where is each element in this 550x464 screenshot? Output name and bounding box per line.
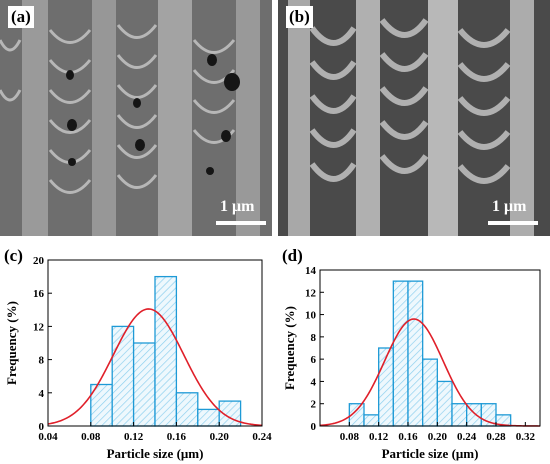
scale-bar-b	[488, 221, 538, 225]
histogram-bar	[436, 380, 453, 427]
y-tick-label: 4	[39, 388, 45, 400]
x-tick-label: 0.08	[81, 431, 101, 443]
scale-bar-a	[216, 221, 266, 225]
y-tick-label: 0	[311, 421, 317, 433]
histogram-chart-c: 0.04 0.08 0.12 0.16 0.20 0.24 0 4 8 12 16 20 Particl…	[4, 255, 272, 461]
y-tick-label: 12	[305, 287, 317, 299]
x-tick-label: 0.12	[369, 431, 389, 443]
sem-image-b: (b) 1 μm	[278, 0, 550, 236]
histogram-bar	[111, 325, 135, 427]
y-tick-label: 8	[311, 332, 317, 344]
sem-micrograph-a	[0, 0, 272, 236]
y-tick-label: 6	[311, 354, 317, 366]
normal-fit-curve	[319, 318, 540, 427]
y-tick-label: 12	[33, 321, 45, 333]
x-tick-label: 0.20	[428, 431, 448, 443]
x-tick-label: 0.20	[210, 431, 230, 443]
x-axis-label: Particle size (μm)	[107, 446, 204, 461]
panel-label-b: (b)	[286, 6, 313, 28]
x-tick-label: 0.28	[486, 431, 506, 443]
sem-micrograph-b	[278, 0, 550, 236]
histogram-bar	[363, 414, 380, 427]
histogram-bar	[154, 275, 178, 427]
y-tick-label: 0	[39, 421, 45, 433]
panel-label-d: (d)	[282, 246, 303, 265]
histogram-bar	[451, 403, 468, 427]
x-tick-label: 0.16	[398, 431, 418, 443]
y-tick-label: 8	[39, 355, 45, 367]
y-tick-label: 20	[33, 255, 45, 267]
normal-fit-curve	[47, 308, 263, 427]
scale-bar-label-a: 1 μm	[220, 198, 255, 215]
histogram-bar	[422, 358, 438, 427]
x-tick-label: 0.04	[38, 431, 58, 443]
y-tick-label: 16	[33, 288, 45, 300]
y-tick-label: 4	[311, 376, 317, 388]
plot-frame	[319, 269, 541, 427]
histogram-bar	[132, 342, 156, 427]
x-tick-label: 0.16	[167, 431, 187, 443]
plot-frame	[47, 259, 263, 427]
x-tick-label: 0.24	[252, 431, 272, 443]
histogram-chart-d: 0.08 0.12 0.16 0.20 0.24 0.28 0.32 0 2 4 6 8 10 12 14 P…	[282, 265, 541, 461]
histogram-bar	[175, 392, 199, 427]
y-axis-label: Frequency (%)	[282, 306, 297, 390]
x-tick-label: 0.08	[340, 431, 360, 443]
y-tick-label: 10	[305, 310, 317, 322]
y-tick-label: 14	[305, 265, 317, 277]
histogram-bar	[407, 280, 424, 427]
histogram-panel-c: 0.04 0.08 0.12 0.16 0.20 0.24 0 4 8 12 16 20 Particl…	[0, 244, 272, 464]
x-tick-label: 0.24	[457, 431, 477, 443]
x-tick-label: 0.32	[516, 431, 536, 443]
y-tick-label: 2	[311, 399, 317, 411]
scale-bar-label-b: 1 μm	[492, 198, 527, 215]
panel-label-a: (a)	[8, 6, 34, 28]
sem-image-a: (a) 1 μm	[0, 0, 272, 236]
histogram-bar	[392, 280, 409, 427]
x-tick-label: 0.12	[124, 431, 144, 443]
histogram-panel-d: 0.08 0.12 0.16 0.20 0.24 0.28 0.32 0 2 4 6 8 10 12 14 P…	[278, 244, 550, 464]
y-axis-label: Frequency (%)	[4, 301, 19, 385]
x-axis-label: Particle size (μm)	[382, 446, 479, 461]
panel-label-c: (c)	[4, 246, 23, 265]
histogram-bar	[197, 408, 220, 427]
